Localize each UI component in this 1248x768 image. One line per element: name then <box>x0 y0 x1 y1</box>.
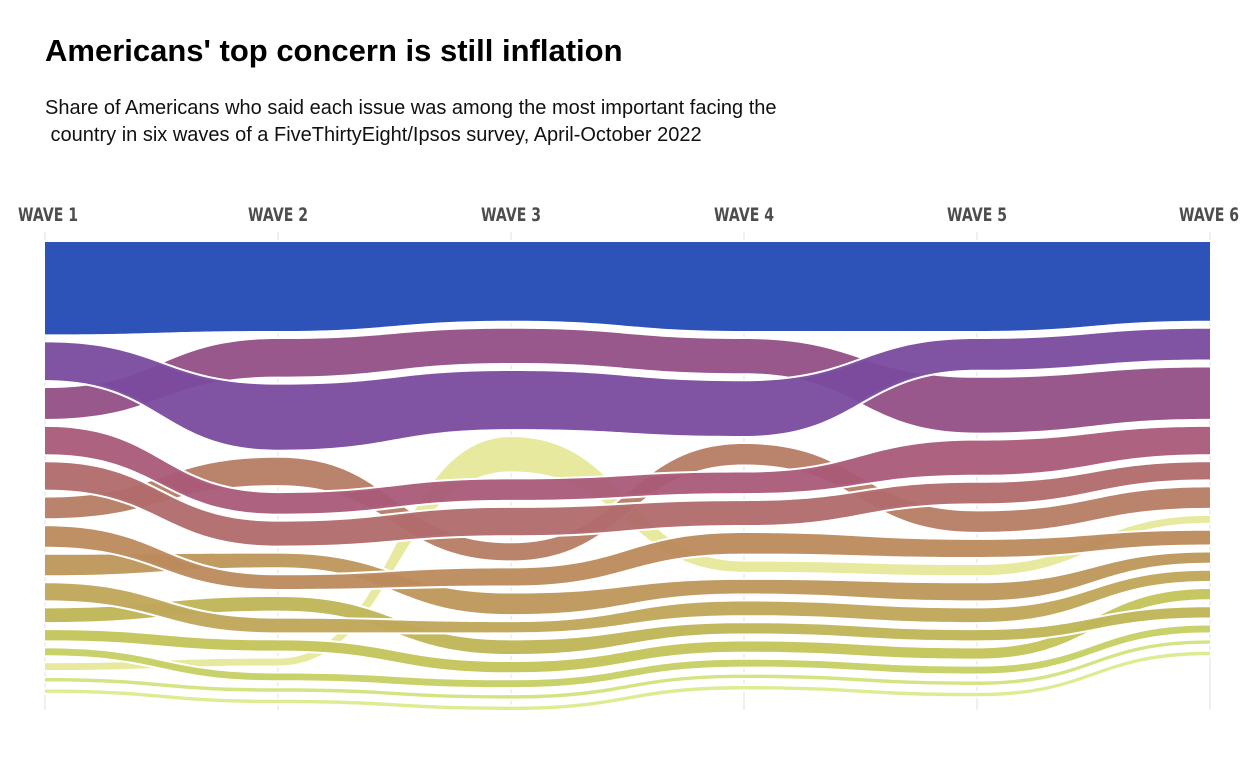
series-band-5 <box>43 460 1212 548</box>
series-band-14 <box>43 638 1212 701</box>
bump-chart: WAVE 1 WAVE 2 WAVE 3 WAVE 4 WAVE 5 WAVE 6 <box>18 204 1239 712</box>
series-band-3 <box>43 326 1212 435</box>
series-bands <box>43 240 1212 712</box>
wave-label-6: WAVE 6 <box>1179 204 1239 226</box>
series-band-1 <box>43 240 1212 337</box>
series-band-7 <box>43 524 1212 591</box>
series-band-4 <box>43 424 1212 516</box>
wave-label-2: WAVE 2 <box>248 204 308 226</box>
wave-label-4: WAVE 4 <box>714 204 774 226</box>
subtitle-line-2: country in six waves of a FiveThirtyEigh… <box>45 124 702 146</box>
series-band-12 <box>43 623 1212 690</box>
wave-label-5: WAVE 5 <box>947 204 1007 226</box>
series-band-2 <box>43 326 1212 452</box>
series-band-9 <box>43 568 1212 635</box>
chart-subtitle: Share of Americans who said each issue w… <box>45 95 965 149</box>
wave-labels: WAVE 1 WAVE 2 WAVE 3 WAVE 4 WAVE 5 WAVE 6 <box>18 204 1239 226</box>
wave-label-1: WAVE 1 <box>18 204 78 226</box>
subtitle-line-1: Share of Americans who said each issue w… <box>45 97 777 119</box>
series-band-11 <box>43 587 1212 675</box>
series-band-15 <box>43 649 1212 712</box>
wave-label-3: WAVE 3 <box>481 204 541 226</box>
chart-title: Americans' top concern is still inflatio… <box>45 33 623 68</box>
